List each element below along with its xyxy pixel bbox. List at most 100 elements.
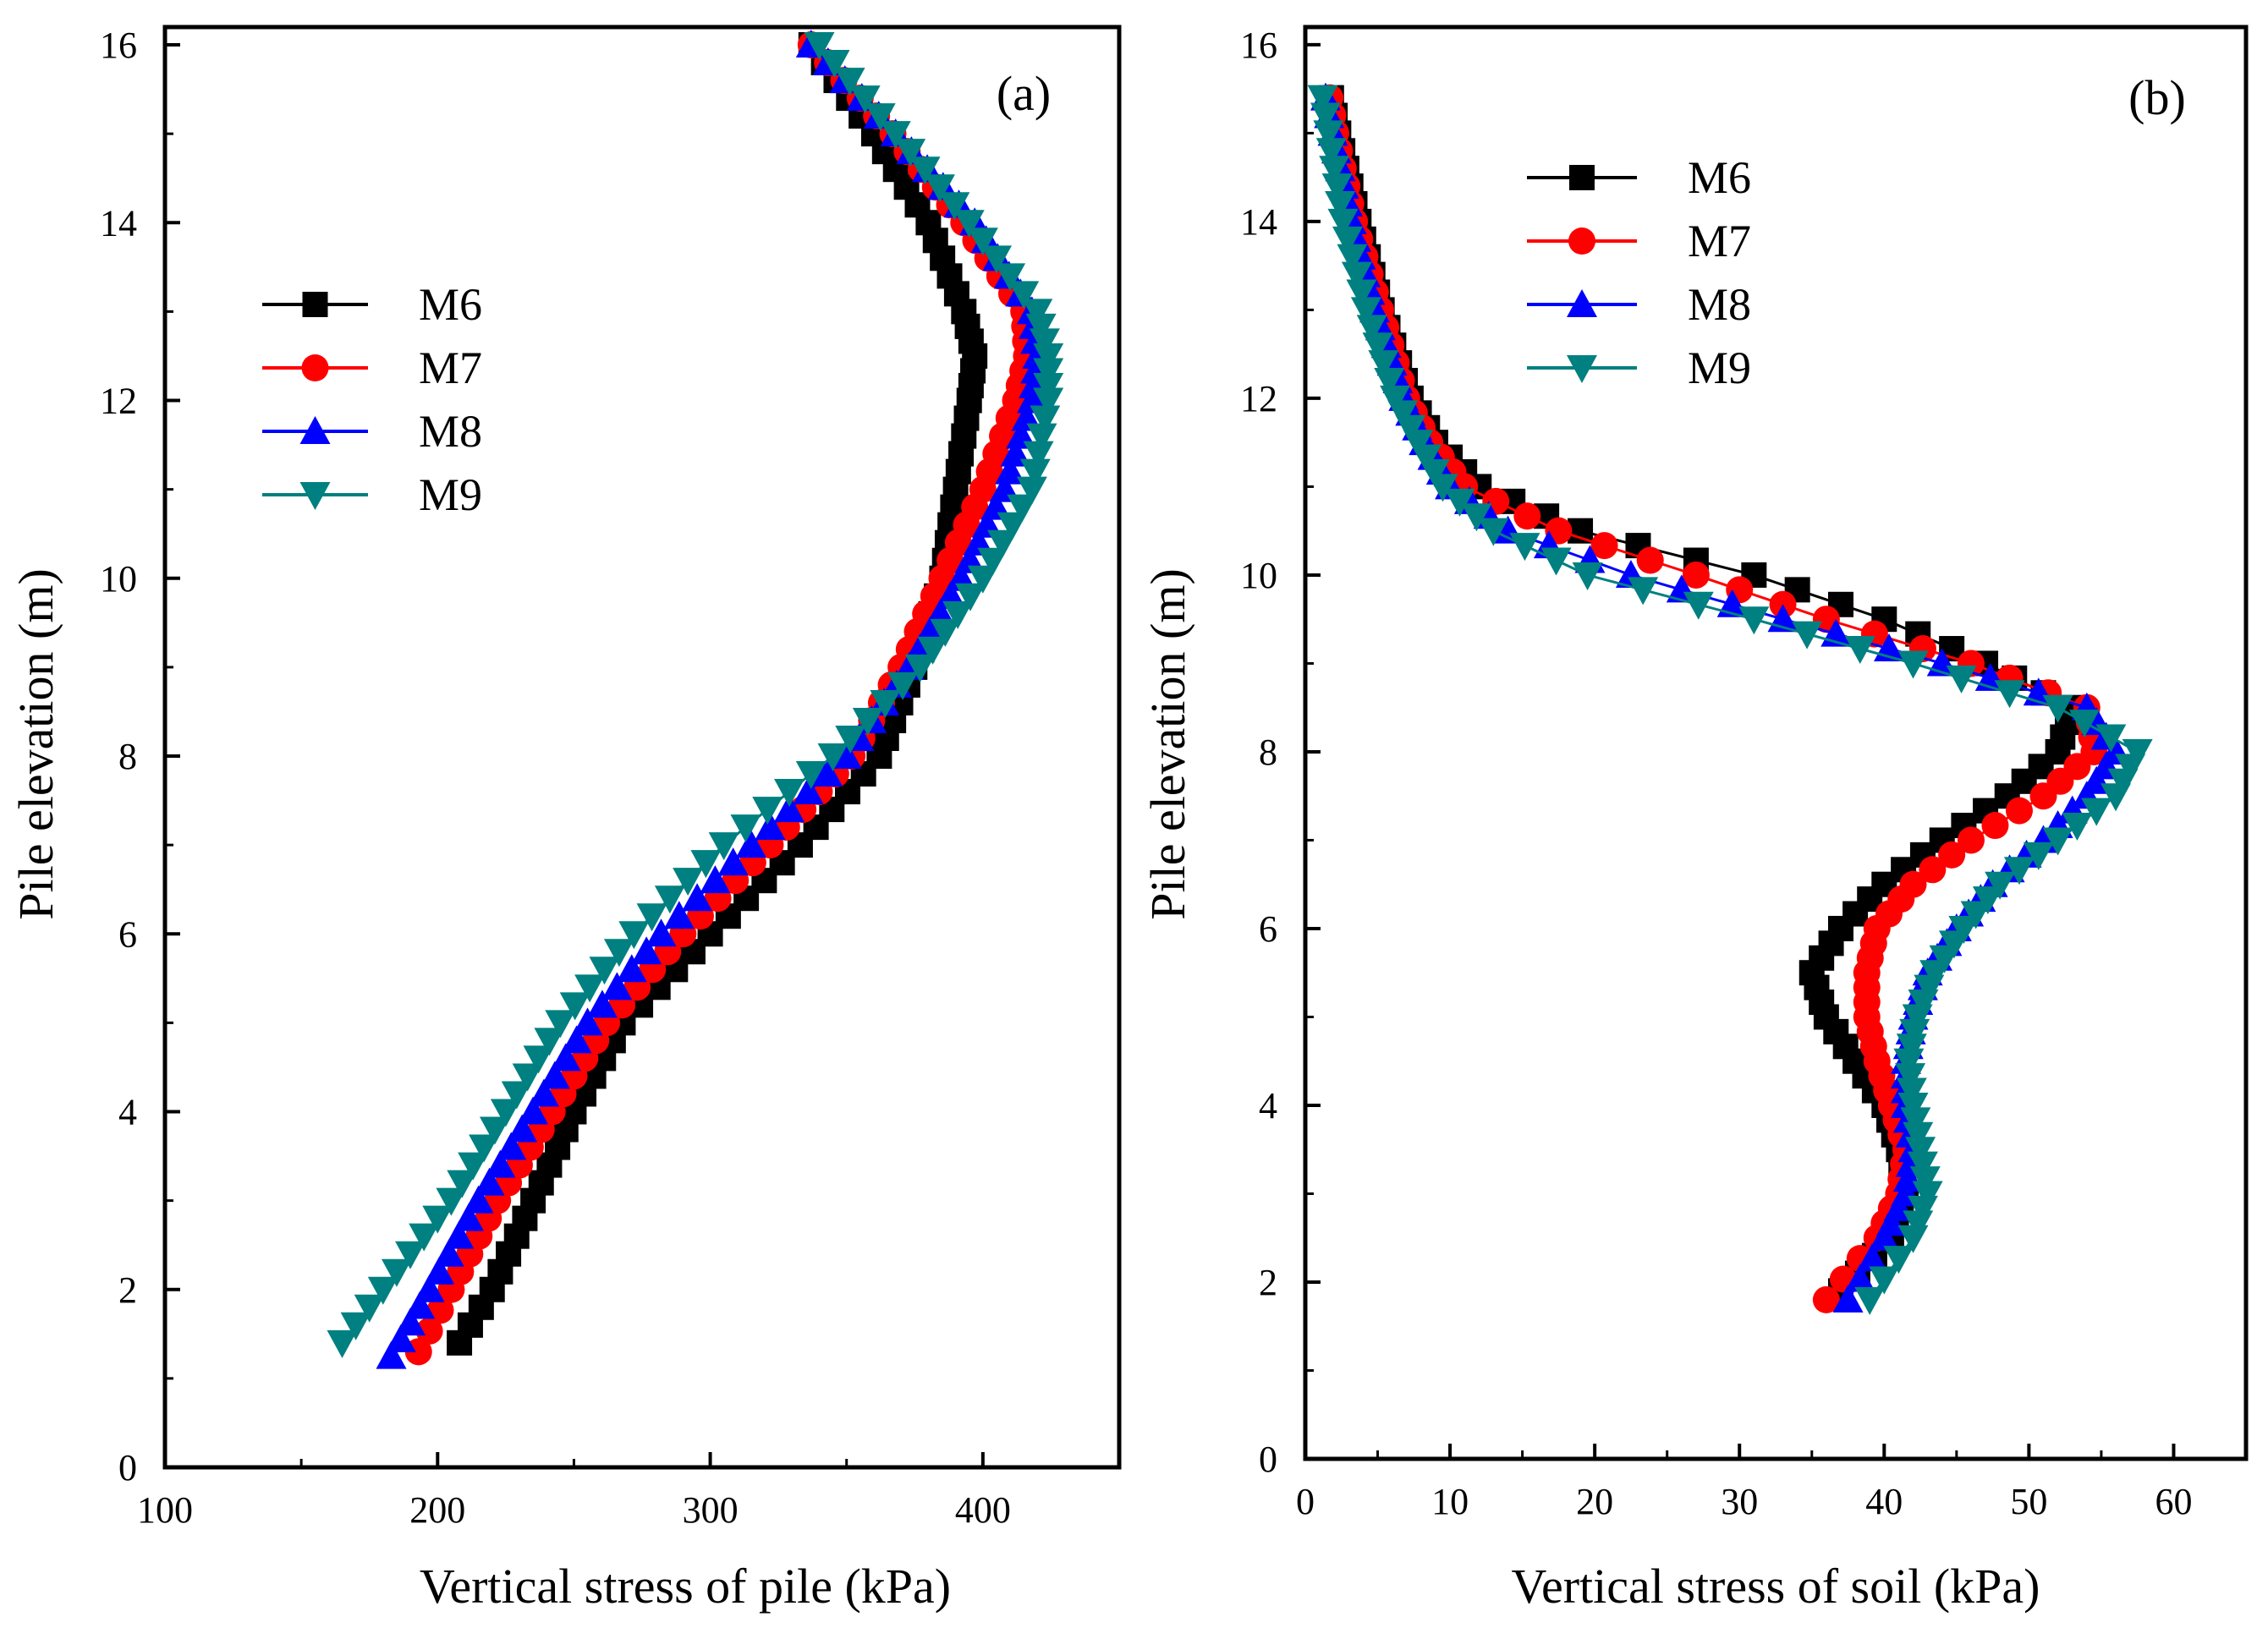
data-point xyxy=(1023,441,1054,469)
data-point xyxy=(586,989,618,1018)
data-point xyxy=(2003,857,2035,885)
data-point xyxy=(852,707,883,736)
data-point xyxy=(518,1096,549,1125)
data-point xyxy=(1590,532,1618,560)
y-tick-label: 0 xyxy=(118,1447,137,1488)
data-point xyxy=(997,512,1028,540)
data-point xyxy=(755,812,786,841)
data-point xyxy=(1540,547,1572,576)
legend-entry-M8: M8 xyxy=(1527,279,1751,330)
y-tick-label: 6 xyxy=(1259,908,1277,950)
data-point xyxy=(865,103,896,132)
legend-entry-M8: M8 xyxy=(262,406,482,457)
data-point xyxy=(1346,279,1377,308)
data-point xyxy=(422,1205,453,1234)
data-point xyxy=(1900,1107,1931,1136)
data-point xyxy=(1948,915,1980,944)
data-point xyxy=(708,832,739,861)
legend-entry-M7: M7 xyxy=(262,343,482,393)
data-point xyxy=(1341,261,1372,290)
data-point xyxy=(589,957,620,985)
data-point xyxy=(447,1170,478,1198)
data-point xyxy=(1026,423,1057,452)
y-tick-label: 2 xyxy=(1259,1262,1277,1303)
data-point xyxy=(545,1010,576,1039)
data-point xyxy=(752,797,783,825)
x-tick-label: 400 xyxy=(955,1489,1011,1531)
data-point xyxy=(1832,1284,1864,1313)
data-point xyxy=(1478,518,1509,546)
data-point xyxy=(812,759,843,787)
data-point xyxy=(354,1294,385,1323)
data-point xyxy=(1033,358,1064,386)
data-point xyxy=(512,1063,543,1092)
x-tick-label: 10 xyxy=(1431,1481,1469,1522)
y-axis-label: Pile elevation (m) xyxy=(8,568,63,920)
panel-tag: (b) xyxy=(2128,70,2186,125)
data-point xyxy=(1869,1266,1900,1295)
legend-marker xyxy=(302,292,328,317)
data-point xyxy=(1869,1222,1900,1251)
y-tick-label: 16 xyxy=(100,25,137,66)
y-tick-label: 2 xyxy=(118,1269,137,1311)
data-point xyxy=(340,1312,371,1340)
data-point xyxy=(924,174,955,203)
legend-label: M8 xyxy=(1688,279,1751,330)
x-tick-label: 300 xyxy=(683,1489,739,1531)
legend-label: M7 xyxy=(1688,216,1751,266)
data-point xyxy=(395,1241,426,1269)
x-tick-label: 20 xyxy=(1576,1481,1613,1522)
data-point xyxy=(774,794,805,823)
data-point xyxy=(1356,315,1387,343)
data-point xyxy=(409,1223,440,1252)
data-point xyxy=(1857,1243,1888,1272)
data-point xyxy=(917,636,948,665)
data-point xyxy=(819,50,850,79)
data-point xyxy=(1008,281,1040,310)
data-point xyxy=(1682,561,1710,589)
legend-marker xyxy=(1568,227,1595,255)
series-line xyxy=(1330,97,2074,1292)
y-tick-label: 8 xyxy=(118,736,137,777)
data-point xyxy=(385,1324,416,1352)
x-tick-label: 100 xyxy=(137,1489,193,1531)
data-point xyxy=(2042,694,2073,723)
data-point xyxy=(1033,387,1064,416)
data-point xyxy=(1022,299,1053,327)
data-point xyxy=(424,1256,455,1285)
data-point xyxy=(1019,458,1051,487)
legend-label: M6 xyxy=(1688,152,1751,203)
data-point xyxy=(834,68,865,96)
data-point xyxy=(490,1099,521,1127)
data-point xyxy=(1683,591,1714,620)
data-point xyxy=(1903,1121,1934,1150)
data-point xyxy=(1374,368,1405,397)
data-point xyxy=(1444,488,1475,517)
data-point xyxy=(1960,901,1991,929)
data-point xyxy=(479,1116,510,1145)
series-M7 xyxy=(1316,84,2108,1313)
data-point xyxy=(1350,297,1381,326)
data-point xyxy=(1315,138,1347,167)
data-point xyxy=(895,139,926,167)
data-point xyxy=(1025,313,1057,342)
plot-frame xyxy=(1303,25,2249,1461)
data-point xyxy=(528,1078,559,1107)
data-point xyxy=(1307,85,1338,113)
data-point xyxy=(682,883,713,912)
data-point xyxy=(955,583,986,611)
data-point xyxy=(636,903,667,932)
y-tick-label: 8 xyxy=(1259,732,1277,773)
data-point xyxy=(1738,606,1770,635)
data-point xyxy=(572,1007,603,1036)
data-point xyxy=(2062,813,2093,841)
data-point xyxy=(414,1274,445,1302)
data-point xyxy=(942,600,974,629)
data-point xyxy=(534,1028,565,1056)
data-point xyxy=(1905,1137,1936,1165)
legend-label: M6 xyxy=(419,279,482,330)
data-point xyxy=(550,1043,581,1072)
y-axis-label: Pile elevation (m) xyxy=(1140,568,1195,920)
legend-label: M8 xyxy=(419,406,482,457)
